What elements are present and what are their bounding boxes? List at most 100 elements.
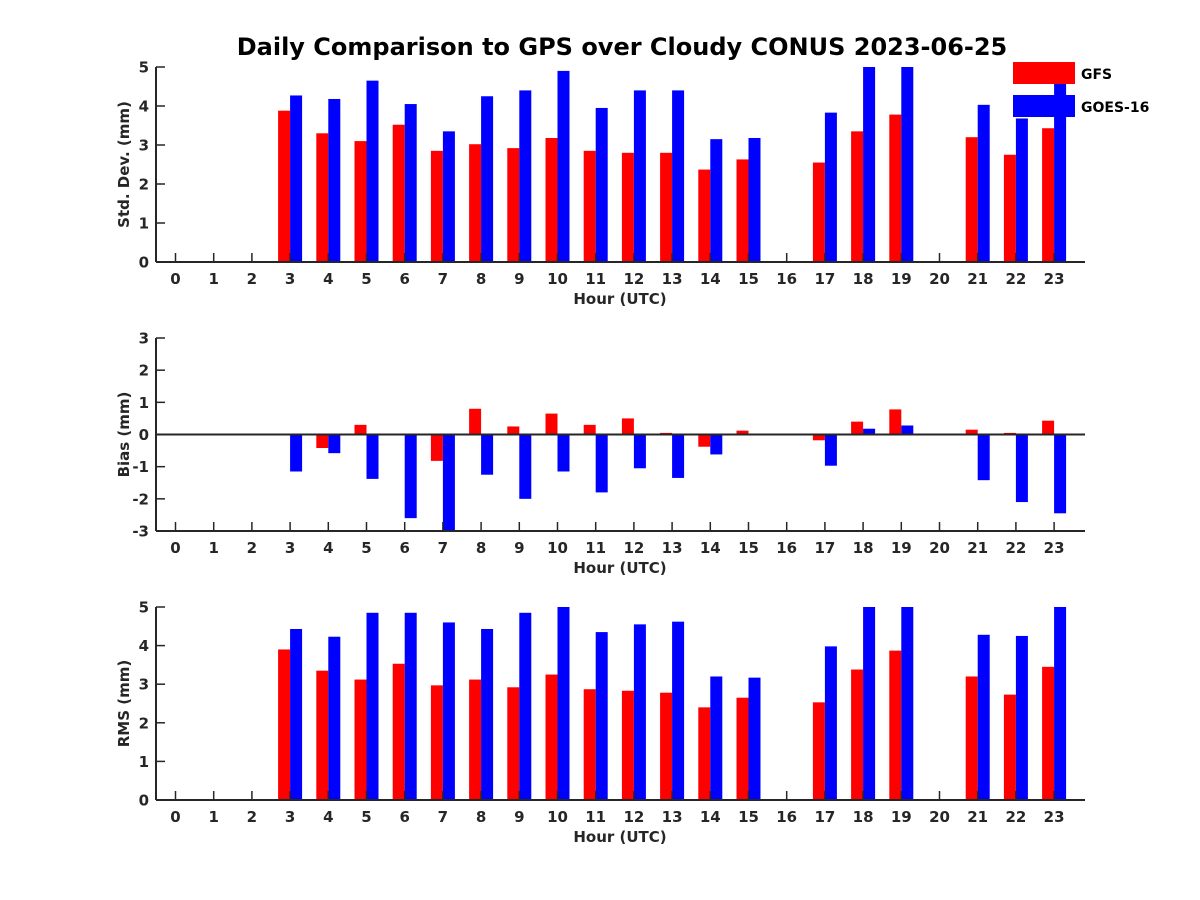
y-tick-label: 0: [139, 254, 149, 272]
y-tick-label: 3: [139, 676, 149, 694]
bar-gfs-hour-8: [469, 144, 482, 262]
x-tick-label: 16: [776, 808, 797, 826]
bar-gfs-hour-22: [1003, 694, 1016, 800]
y-tick-label: 4: [139, 637, 149, 655]
x-tick-label: 8: [476, 539, 486, 557]
x-tick-label: 14: [700, 808, 721, 826]
bar-goes16-hour-13: [672, 90, 685, 263]
y-tick-label: 2: [139, 362, 149, 380]
bar-gfs-hour-19: [889, 114, 902, 262]
y-tick-label: 2: [139, 714, 149, 732]
x-tick-label: 6: [399, 270, 409, 288]
bar-goes16-hour-14: [710, 676, 723, 800]
x-tick-label: 1: [208, 539, 218, 557]
y-tick-label: -3: [132, 523, 149, 541]
bar-goes16-hour-3: [290, 95, 303, 262]
bar-gfs-hour-5: [354, 424, 367, 435]
x-tick-label: 1: [208, 270, 218, 288]
y-tick-label: 5: [139, 59, 149, 77]
bar-goes16-hour-7: [442, 434, 455, 531]
y-tick-label: -2: [132, 490, 149, 508]
bar-goes16-hour-14: [710, 434, 723, 455]
x-tick-label: 5: [361, 539, 371, 557]
x-tick-label: 3: [285, 539, 295, 557]
bar-gfs-hour-10: [545, 413, 558, 435]
x-tick-label: 14: [700, 539, 721, 557]
bar-gfs-hour-5: [354, 141, 367, 262]
x-tick-label: 2: [247, 270, 257, 288]
bar-goes16-hour-12: [633, 434, 646, 469]
y-tick-label: 1: [139, 753, 149, 771]
x-tick-label: 8: [476, 270, 486, 288]
x-tick-label: 7: [438, 270, 448, 288]
x-tick-label: 17: [814, 270, 835, 288]
bar-goes16-hour-23: [1054, 607, 1067, 800]
bar-goes16-hour-5: [366, 80, 379, 263]
y-tick-label: 4: [139, 98, 149, 116]
x-tick-label: 19: [891, 270, 912, 288]
bar-gfs-hour-9: [507, 687, 520, 800]
bar-goes16-hour-18: [863, 428, 876, 435]
x-tick-label: 22: [1005, 270, 1026, 288]
bar-gfs-hour-17: [812, 702, 825, 800]
bar-goes16-hour-15: [748, 137, 761, 262]
y-tick-label: 0: [139, 792, 149, 810]
bar-goes16-hour-8: [481, 434, 494, 475]
bar-goes16-hour-18: [863, 607, 876, 800]
y-tick-label: 3: [139, 330, 149, 348]
bar-goes16-hour-7: [442, 131, 455, 262]
x-axis-label: Hour (UTC): [573, 828, 666, 846]
x-axis-label: Hour (UTC): [573, 290, 666, 308]
x-tick-label: 6: [399, 808, 409, 826]
bar-goes16-hour-12: [633, 90, 646, 263]
x-tick-label: 19: [891, 539, 912, 557]
legend-label-gfs: GFS: [1081, 67, 1112, 83]
x-tick-label: 9: [514, 270, 524, 288]
bar-gfs-hour-18: [851, 131, 864, 262]
x-tick-label: 3: [285, 808, 295, 826]
bar-gfs-hour-7: [430, 150, 443, 262]
bar-gfs-hour-19: [889, 650, 902, 800]
bar-gfs-hour-6: [392, 663, 405, 800]
x-tick-label: 4: [323, 270, 333, 288]
y-tick-label: 1: [139, 215, 149, 233]
bar-goes16-hour-3: [290, 434, 303, 472]
bar-gfs-hour-22: [1003, 154, 1016, 262]
x-tick-label: 21: [967, 270, 988, 288]
x-tick-label: 15: [738, 808, 759, 826]
bar-gfs-hour-10: [545, 674, 558, 800]
x-tick-label: 22: [1005, 539, 1026, 557]
bar-goes16-hour-21: [977, 634, 990, 800]
x-tick-label: 7: [438, 539, 448, 557]
bar-gfs-hour-15: [736, 159, 749, 262]
bar-goes16-hour-23: [1054, 434, 1067, 514]
x-tick-label: 22: [1005, 808, 1026, 826]
x-tick-label: 13: [662, 808, 683, 826]
bar-gfs-hour-15: [736, 430, 749, 435]
bar-gfs-hour-8: [469, 679, 482, 800]
legend-label-goes16: GOES-16: [1081, 100, 1149, 116]
x-tick-label: 15: [738, 539, 759, 557]
bar-goes16-hour-22: [1015, 118, 1028, 262]
x-tick-label: 5: [361, 808, 371, 826]
bar-goes16-hour-12: [633, 624, 646, 800]
bar-gfs-hour-19: [889, 409, 902, 435]
x-tick-label: 16: [776, 539, 797, 557]
bar-gfs-hour-17: [812, 434, 825, 441]
x-tick-label: 1: [208, 808, 218, 826]
x-tick-label: 23: [1044, 808, 1065, 826]
x-tick-label: 18: [853, 539, 874, 557]
x-tick-label: 12: [623, 270, 644, 288]
bar-goes16-hour-11: [595, 107, 608, 262]
bar-goes16-hour-4: [328, 434, 341, 454]
x-tick-label: 3: [285, 270, 295, 288]
x-tick-label: 11: [585, 539, 606, 557]
bar-gfs-hour-21: [965, 429, 978, 435]
x-tick-label: 16: [776, 270, 797, 288]
x-tick-label: 13: [662, 539, 683, 557]
bar-goes16-hour-13: [672, 621, 685, 800]
bar-goes16-hour-11: [595, 632, 608, 800]
x-tick-label: 18: [853, 808, 874, 826]
x-tick-label: 12: [623, 808, 644, 826]
x-tick-label: 12: [623, 539, 644, 557]
